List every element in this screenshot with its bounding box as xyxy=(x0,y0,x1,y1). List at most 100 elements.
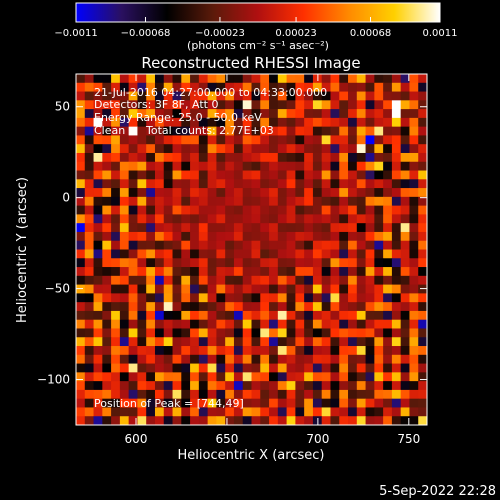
heatmap-cell xyxy=(172,100,182,110)
heatmap-cell xyxy=(251,100,261,110)
heatmap-cell xyxy=(321,223,331,233)
heatmap-cell xyxy=(146,188,156,198)
heatmap-cell xyxy=(400,135,410,145)
heatmap-cell xyxy=(295,398,305,408)
heatmap-cell xyxy=(128,284,138,294)
heatmap-cell xyxy=(119,126,130,136)
heatmap-cell xyxy=(154,284,165,294)
heatmap-cell xyxy=(391,328,402,338)
heatmap-cell xyxy=(348,328,358,338)
heatmap-cell xyxy=(233,223,244,233)
heatmap-cell xyxy=(400,231,410,242)
heatmap-cell xyxy=(286,205,296,215)
heatmap-cell xyxy=(84,337,94,347)
heatmap-cell xyxy=(365,126,375,136)
heatmap-cell xyxy=(374,389,384,400)
heatmap-cell xyxy=(260,179,270,189)
heatmap-cell xyxy=(154,293,165,303)
heatmap-cell xyxy=(207,337,217,347)
heatmap-cell xyxy=(128,109,138,119)
heatmap-cell xyxy=(128,161,138,171)
heatmap-cell xyxy=(181,82,191,92)
heatmap-cell xyxy=(154,214,165,224)
heatmap-cell xyxy=(321,100,331,110)
heatmap-cell xyxy=(321,310,331,321)
heatmap-cell xyxy=(128,91,138,101)
heatmap-cell xyxy=(84,319,94,329)
heatmap-cell xyxy=(330,354,340,364)
heatmap-cell xyxy=(172,267,182,277)
heatmap-cell xyxy=(409,100,419,110)
heatmap-cell xyxy=(84,223,94,233)
heatmap-cell xyxy=(391,205,402,215)
heatmap-cell xyxy=(286,416,296,425)
heatmap-cell xyxy=(154,91,165,101)
heatmap-cell xyxy=(154,196,165,207)
heatmap-cell xyxy=(356,100,366,110)
heatmap-cell xyxy=(137,231,147,242)
heatmap-cell xyxy=(339,310,349,321)
heatmap-cell xyxy=(181,310,191,321)
heatmap-cell xyxy=(198,275,209,286)
heatmap-cell xyxy=(163,144,173,154)
heatmap-cell xyxy=(295,354,305,364)
heatmap-cell xyxy=(233,381,244,391)
heatmap-cell xyxy=(76,328,86,338)
heatmap-cell xyxy=(190,126,200,136)
heatmap-cell xyxy=(76,82,86,92)
heatmap-cell xyxy=(409,407,419,417)
heatmap-cell xyxy=(102,240,112,250)
heatmap-cell xyxy=(84,109,94,119)
heatmap-cell xyxy=(251,223,261,233)
heatmap-cell xyxy=(391,188,402,198)
heatmap-cell xyxy=(207,381,217,391)
heatmap-cell xyxy=(181,196,191,207)
heatmap-cell xyxy=(383,205,393,215)
heatmap-cell xyxy=(260,398,270,408)
heatmap-cell xyxy=(409,82,419,92)
heatmap-cell xyxy=(93,161,103,171)
heatmap-cell xyxy=(356,416,366,425)
heatmap-cell xyxy=(383,170,393,180)
heatmap-cell xyxy=(242,82,252,92)
heatmap-cell xyxy=(330,223,340,233)
heatmap-cell xyxy=(242,179,252,189)
heatmap-cell xyxy=(137,275,147,286)
heatmap-cell xyxy=(251,109,261,119)
heatmap-cell xyxy=(251,267,261,277)
heatmap-cell xyxy=(216,249,226,259)
heatmap-cell xyxy=(295,135,305,145)
heatmap-cell xyxy=(383,416,393,425)
heatmap-cell xyxy=(146,161,156,171)
heatmap-cell xyxy=(400,109,410,119)
heatmap-cell xyxy=(418,275,427,286)
heatmap-cell xyxy=(111,328,121,338)
heatmap-cell xyxy=(181,205,191,215)
heatmap-cell xyxy=(304,205,314,215)
heatmap-cell xyxy=(154,74,165,84)
heatmap-cell xyxy=(163,319,173,329)
heatmap-cell xyxy=(225,161,235,171)
heatmap-cell xyxy=(286,135,296,145)
heatmap-cell xyxy=(330,135,340,145)
heatmap-cell xyxy=(190,152,200,163)
heatmap-cell xyxy=(207,188,217,198)
heatmap-cell xyxy=(207,284,217,294)
heatmap-cell xyxy=(137,258,147,268)
heatmap-cell xyxy=(304,82,314,92)
heatmap-cell xyxy=(119,372,130,382)
heatmap-cell xyxy=(330,161,340,171)
heatmap-cell xyxy=(111,267,121,277)
heatmap-cell xyxy=(409,284,419,294)
heatmap-cell xyxy=(383,161,393,171)
heatmap-cell xyxy=(154,117,165,128)
heatmap-cell xyxy=(286,100,296,110)
heatmap-cell xyxy=(391,82,402,92)
heatmap-cell xyxy=(321,346,331,356)
heatmap-cell xyxy=(154,407,165,417)
y-axis-label: Heliocentric Y (arcsec) xyxy=(15,177,30,323)
heatmap-cell xyxy=(198,337,209,347)
heatmap-cell xyxy=(181,188,191,198)
heatmap-cell xyxy=(295,152,305,163)
heatmap-cell xyxy=(330,170,340,180)
